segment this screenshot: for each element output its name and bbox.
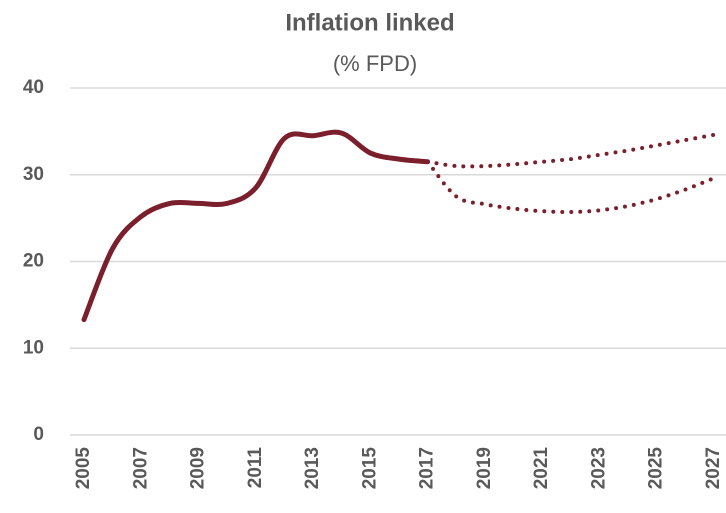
y-tick-label: 30: [23, 164, 44, 185]
data-line: [425, 159, 716, 215]
x-tick-label: 2025: [646, 447, 667, 490]
x-tick-label: 2027: [703, 447, 724, 489]
x-tick-label: 2019: [474, 447, 495, 489]
x-tick-label: 2011: [245, 447, 266, 489]
y-tick-label: 40: [23, 77, 44, 98]
chart-title: Inflation linked: [285, 9, 454, 36]
x-tick-label: 2021: [531, 447, 552, 490]
chart-subtitle: (% FPD): [333, 51, 417, 76]
data-line: [81, 129, 431, 323]
data-line: [425, 132, 716, 169]
y-tick-label: 20: [23, 251, 44, 272]
x-tick-label: 2005: [73, 447, 94, 490]
x-tick-label: 2015: [359, 447, 380, 490]
x-tick-label: 2007: [130, 447, 151, 489]
x-tick-label: 2017: [417, 447, 438, 489]
x-tick-label: 2013: [302, 447, 323, 489]
y-tick-label: 0: [33, 424, 44, 445]
y-tick-label: 10: [23, 337, 44, 358]
x-tick-label: 2023: [588, 447, 609, 489]
x-tick-label: 2009: [188, 447, 209, 489]
